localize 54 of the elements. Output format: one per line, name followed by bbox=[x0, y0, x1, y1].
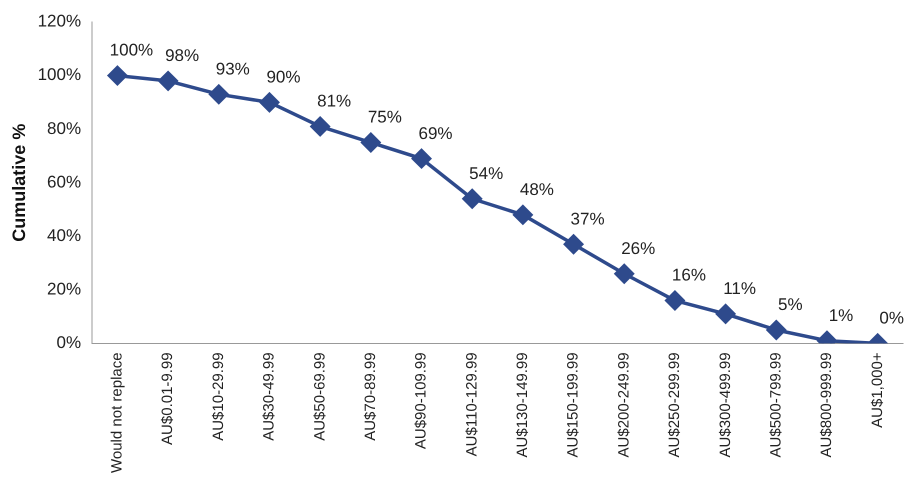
y-tick-label: 0% bbox=[56, 333, 82, 352]
data-label: 0% bbox=[879, 308, 904, 328]
y-tick-label: 80% bbox=[47, 118, 82, 138]
data-label: 75% bbox=[368, 108, 402, 127]
y-axis-title: Cumulative % bbox=[8, 124, 29, 242]
x-tick-label: Would not replace bbox=[108, 352, 126, 474]
point bbox=[462, 189, 482, 209]
data-label: 16% bbox=[672, 266, 706, 285]
point bbox=[412, 148, 432, 168]
x-tick-label: AU$10-29.99 bbox=[210, 352, 227, 441]
data-label: 100% bbox=[110, 40, 154, 60]
data-label: 93% bbox=[216, 59, 250, 78]
data-label: 69% bbox=[418, 124, 453, 143]
x-tick-label: AU$130-149.99 bbox=[514, 352, 532, 458]
y-tick-label: 100% bbox=[38, 65, 82, 84]
x-tick-label: AU$70-89.99 bbox=[362, 352, 379, 441]
data-label: 26% bbox=[621, 238, 656, 258]
x-tick-label: AU$50-69.99 bbox=[311, 352, 328, 441]
data-label: 37% bbox=[570, 209, 605, 228]
point bbox=[310, 116, 330, 136]
x-tick-label: AU$150-199.99 bbox=[564, 352, 582, 458]
x-tick-label: AU$1,000+ bbox=[868, 352, 886, 428]
x-tick-label: AU$800-999.99 bbox=[818, 352, 836, 458]
point bbox=[361, 132, 381, 152]
point bbox=[108, 66, 128, 86]
data-label: 1% bbox=[828, 306, 854, 325]
x-tick-label: AU$500-799.99 bbox=[767, 352, 784, 458]
point bbox=[564, 234, 584, 254]
data-label: 98% bbox=[165, 46, 200, 66]
data-label: 81% bbox=[317, 92, 352, 111]
y-tick-label: 120% bbox=[38, 12, 82, 31]
data-label: 5% bbox=[778, 295, 803, 314]
point bbox=[665, 290, 685, 310]
data-label: 90% bbox=[266, 68, 300, 87]
point bbox=[260, 92, 280, 112]
x-tick-label: AU$200-249.99 bbox=[615, 352, 632, 458]
point bbox=[766, 320, 786, 340]
x-tick-label: AU$250-299.99 bbox=[666, 352, 684, 458]
y-tick-label: 40% bbox=[47, 226, 82, 245]
data-label: 48% bbox=[520, 180, 554, 200]
point bbox=[209, 84, 229, 104]
point bbox=[716, 304, 736, 324]
point bbox=[513, 205, 533, 225]
data-label: 11% bbox=[723, 279, 756, 298]
data-label: 54% bbox=[469, 164, 504, 183]
x-tick-label: AU$300-499.99 bbox=[716, 352, 734, 458]
x-tick-label: AU$30-49.99 bbox=[260, 352, 278, 441]
x-tick-label: AU$0.01-9.99 bbox=[159, 352, 176, 445]
y-tick-label: 20% bbox=[47, 279, 82, 298]
x-tick-label: AU$90-109.99 bbox=[412, 352, 430, 450]
point bbox=[614, 264, 634, 284]
x-tick-label: AU$110-129.99 bbox=[463, 352, 480, 456]
point bbox=[158, 71, 178, 91]
y-tick-label: 60% bbox=[47, 172, 82, 192]
